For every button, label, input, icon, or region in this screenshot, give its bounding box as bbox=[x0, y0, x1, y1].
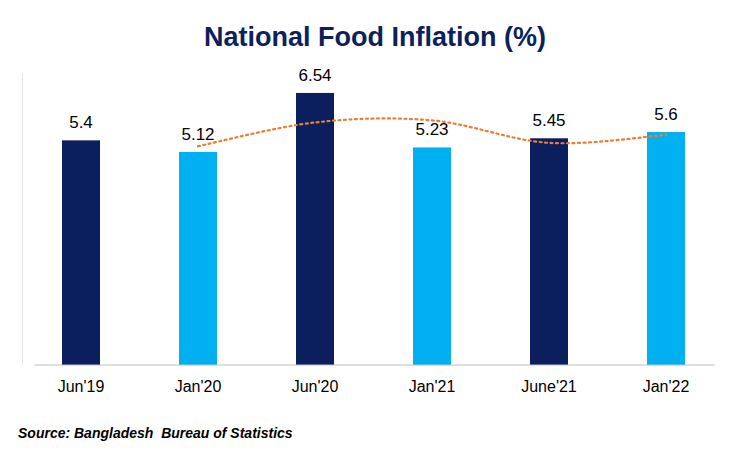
y-axis-line bbox=[22, 74, 23, 365]
x-axis-line bbox=[35, 365, 715, 366]
chart: National Food Inflation (%) Jun'19 Jan'20 J… bbox=[0, 0, 750, 450]
data-label: 5.45 bbox=[532, 111, 565, 130]
data-label: 6.54 bbox=[298, 66, 331, 85]
x-tick-label: June'21 bbox=[521, 378, 577, 395]
x-tick-label: Jan'20 bbox=[175, 378, 222, 395]
trend-line bbox=[198, 118, 666, 146]
data-label: 5.23 bbox=[415, 120, 448, 139]
data-label: 5.6 bbox=[654, 105, 678, 124]
bar bbox=[62, 140, 100, 365]
x-tick-label: Jun'20 bbox=[292, 378, 339, 395]
x-tick-label: Jan'22 bbox=[643, 378, 690, 395]
source-note: Source: Bangladesh Bureau of Statistics bbox=[18, 425, 293, 441]
title: National Food Inflation (%) bbox=[204, 22, 546, 52]
data-label: 5.4 bbox=[69, 113, 93, 132]
bar bbox=[179, 152, 217, 365]
bar bbox=[413, 147, 451, 365]
x-tick-label: Jan'21 bbox=[409, 378, 456, 395]
marks bbox=[62, 93, 685, 365]
bar bbox=[530, 138, 568, 365]
x-tick-label: Jun'19 bbox=[58, 378, 105, 395]
bar bbox=[296, 93, 334, 365]
data-label: 5.12 bbox=[181, 125, 214, 144]
bar bbox=[647, 132, 685, 365]
